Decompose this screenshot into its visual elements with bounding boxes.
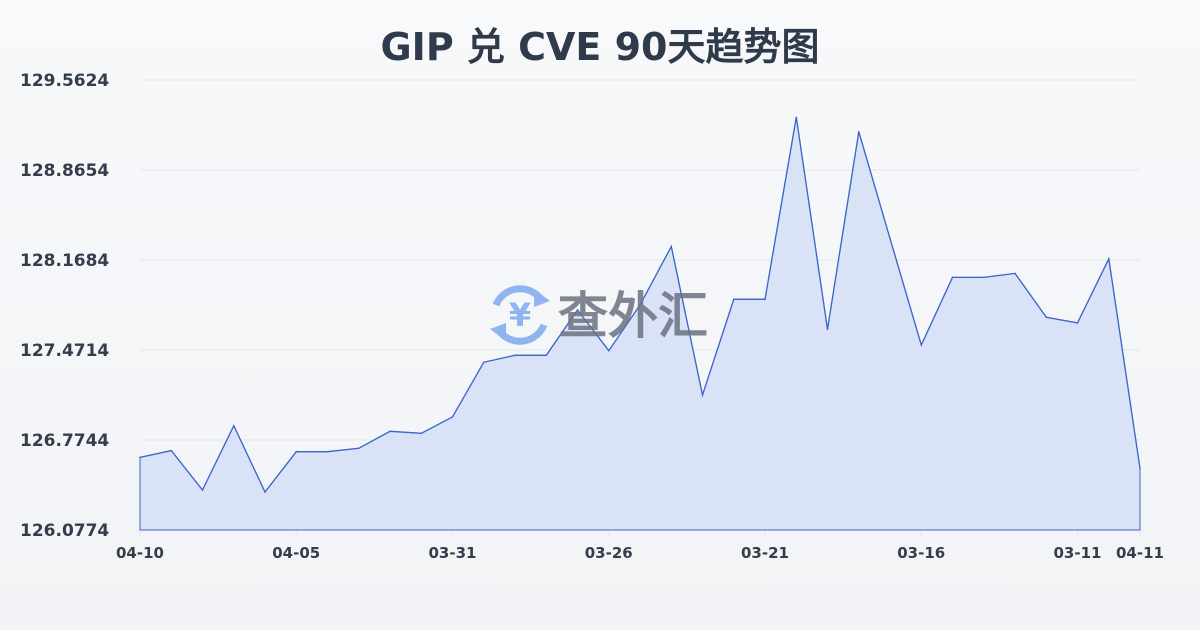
x-tick-label: 03-26	[585, 544, 633, 562]
data-point	[639, 304, 641, 306]
y-tick-label: 128.1684	[20, 251, 109, 271]
yuan-exchange-icon: ¥	[490, 285, 550, 345]
x-axis: 04-10 04-05 03-31 03-26 03-21 03-16 03-11 04-11	[116, 530, 1164, 562]
y-axis: 126.0774 126.7744 127.4714 128.1684 128.8654…	[20, 71, 109, 541]
x-tick-label: 04-11	[1116, 544, 1164, 562]
y-tick-label: 126.0774	[20, 521, 109, 541]
data-point	[732, 298, 735, 301]
data-point	[1045, 316, 1048, 319]
data-point	[670, 245, 673, 248]
watermark-text: 查外汇	[558, 287, 708, 345]
svg-text:¥: ¥	[509, 296, 531, 334]
data-point	[420, 432, 423, 435]
x-tick-label: 04-10	[116, 544, 164, 562]
data-point	[482, 361, 485, 364]
data-point	[201, 489, 204, 491]
x-tick-label: 03-31	[429, 544, 477, 562]
data-point	[701, 394, 704, 396]
data-point	[295, 450, 298, 453]
data-point	[920, 344, 923, 346]
data-point	[982, 276, 985, 279]
data-point	[1076, 322, 1079, 324]
data-point	[1107, 257, 1110, 260]
data-point	[607, 349, 610, 352]
data-point	[889, 237, 891, 240]
data-point	[139, 456, 141, 459]
x-tick-label: 04-05	[272, 544, 320, 562]
chart-title: GIP 兑 CVE 90天趋势图	[380, 25, 819, 69]
data-point	[1139, 467, 1141, 470]
y-tick-label: 127.4714	[20, 341, 109, 361]
x-tick-label: 03-21	[741, 544, 789, 562]
data-point	[326, 450, 329, 453]
data-point	[951, 276, 954, 279]
watermark: ¥ 查外汇	[490, 285, 708, 345]
data-points	[139, 116, 1141, 493]
data-point	[232, 424, 235, 427]
data-point	[514, 354, 516, 357]
data-point	[1014, 272, 1016, 275]
data-point	[857, 130, 860, 133]
x-tick-label: 03-11	[1054, 544, 1102, 562]
data-point	[389, 430, 391, 433]
y-tick-label: 126.7744	[20, 431, 109, 451]
data-point	[357, 447, 360, 450]
x-tick-label: 03-16	[897, 544, 945, 562]
data-point	[170, 449, 173, 452]
data-point	[545, 354, 548, 357]
data-point	[451, 416, 454, 418]
data-point	[576, 309, 579, 311]
data-point	[826, 328, 829, 331]
data-point	[795, 116, 798, 119]
data-point	[764, 298, 766, 301]
data-point	[264, 491, 266, 493]
y-tick-label: 128.8654	[20, 161, 109, 181]
y-tick-label: 129.5624	[20, 71, 109, 91]
